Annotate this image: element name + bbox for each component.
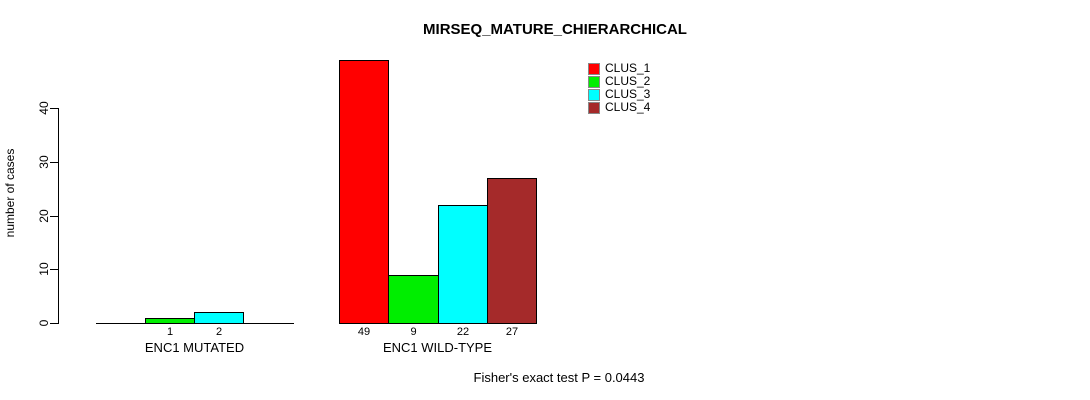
bar (339, 60, 389, 324)
bar-value-label: 22 (456, 326, 470, 338)
y-tick-mark (50, 323, 58, 324)
legend-item: CLUS_3 (588, 88, 650, 101)
y-tick-label: 0 (37, 319, 51, 327)
bar (145, 318, 195, 324)
y-tick-label: 30 (37, 155, 51, 169)
legend-item: CLUS_4 (588, 101, 650, 114)
bar (388, 275, 439, 324)
annotation-text: Fisher's exact test P = 0.0443 (473, 370, 645, 385)
y-tick-label: 40 (37, 101, 51, 115)
bar-value-label: 1 (166, 326, 174, 338)
y-axis-label: number of cases (3, 148, 17, 238)
legend-item: CLUS_1 (588, 62, 650, 75)
category-label: ENC1 MUTATED (144, 340, 245, 355)
legend-swatch (588, 75, 600, 88)
bar-value-label: 2 (215, 326, 223, 338)
chart-title: MIRSEQ_MATURE_CHIERARCHICAL (423, 21, 687, 38)
y-tick-mark (50, 108, 58, 109)
legend-label: CLUS_4 (605, 100, 651, 114)
y-tick-label: 10 (37, 262, 51, 276)
category-label: ENC1 WILD-TYPE (382, 340, 493, 355)
legend-swatch (588, 88, 600, 101)
bar (194, 312, 244, 324)
y-tick-mark (50, 216, 58, 217)
legend-label: CLUS_1 (605, 61, 651, 75)
y-axis-line (58, 108, 59, 324)
baseline-segment (96, 323, 146, 324)
legend-label: CLUS_2 (605, 74, 651, 88)
legend-swatch (588, 62, 600, 75)
y-tick-mark (50, 269, 58, 270)
bar-value-label: 9 (410, 326, 417, 338)
y-tick-label: 20 (37, 209, 51, 223)
bar (487, 178, 537, 324)
legend-item: CLUS_2 (588, 75, 650, 88)
baseline-segment (243, 323, 294, 324)
legend-swatch (588, 101, 600, 114)
bar (438, 205, 488, 324)
legend: CLUS_1 CLUS_2 CLUS_3 CLUS_4 (588, 62, 650, 114)
bar-value-label: 27 (505, 326, 519, 338)
bar-value-label: 49 (357, 326, 371, 338)
legend-label: CLUS_3 (605, 87, 651, 101)
y-tick-mark (50, 162, 58, 163)
